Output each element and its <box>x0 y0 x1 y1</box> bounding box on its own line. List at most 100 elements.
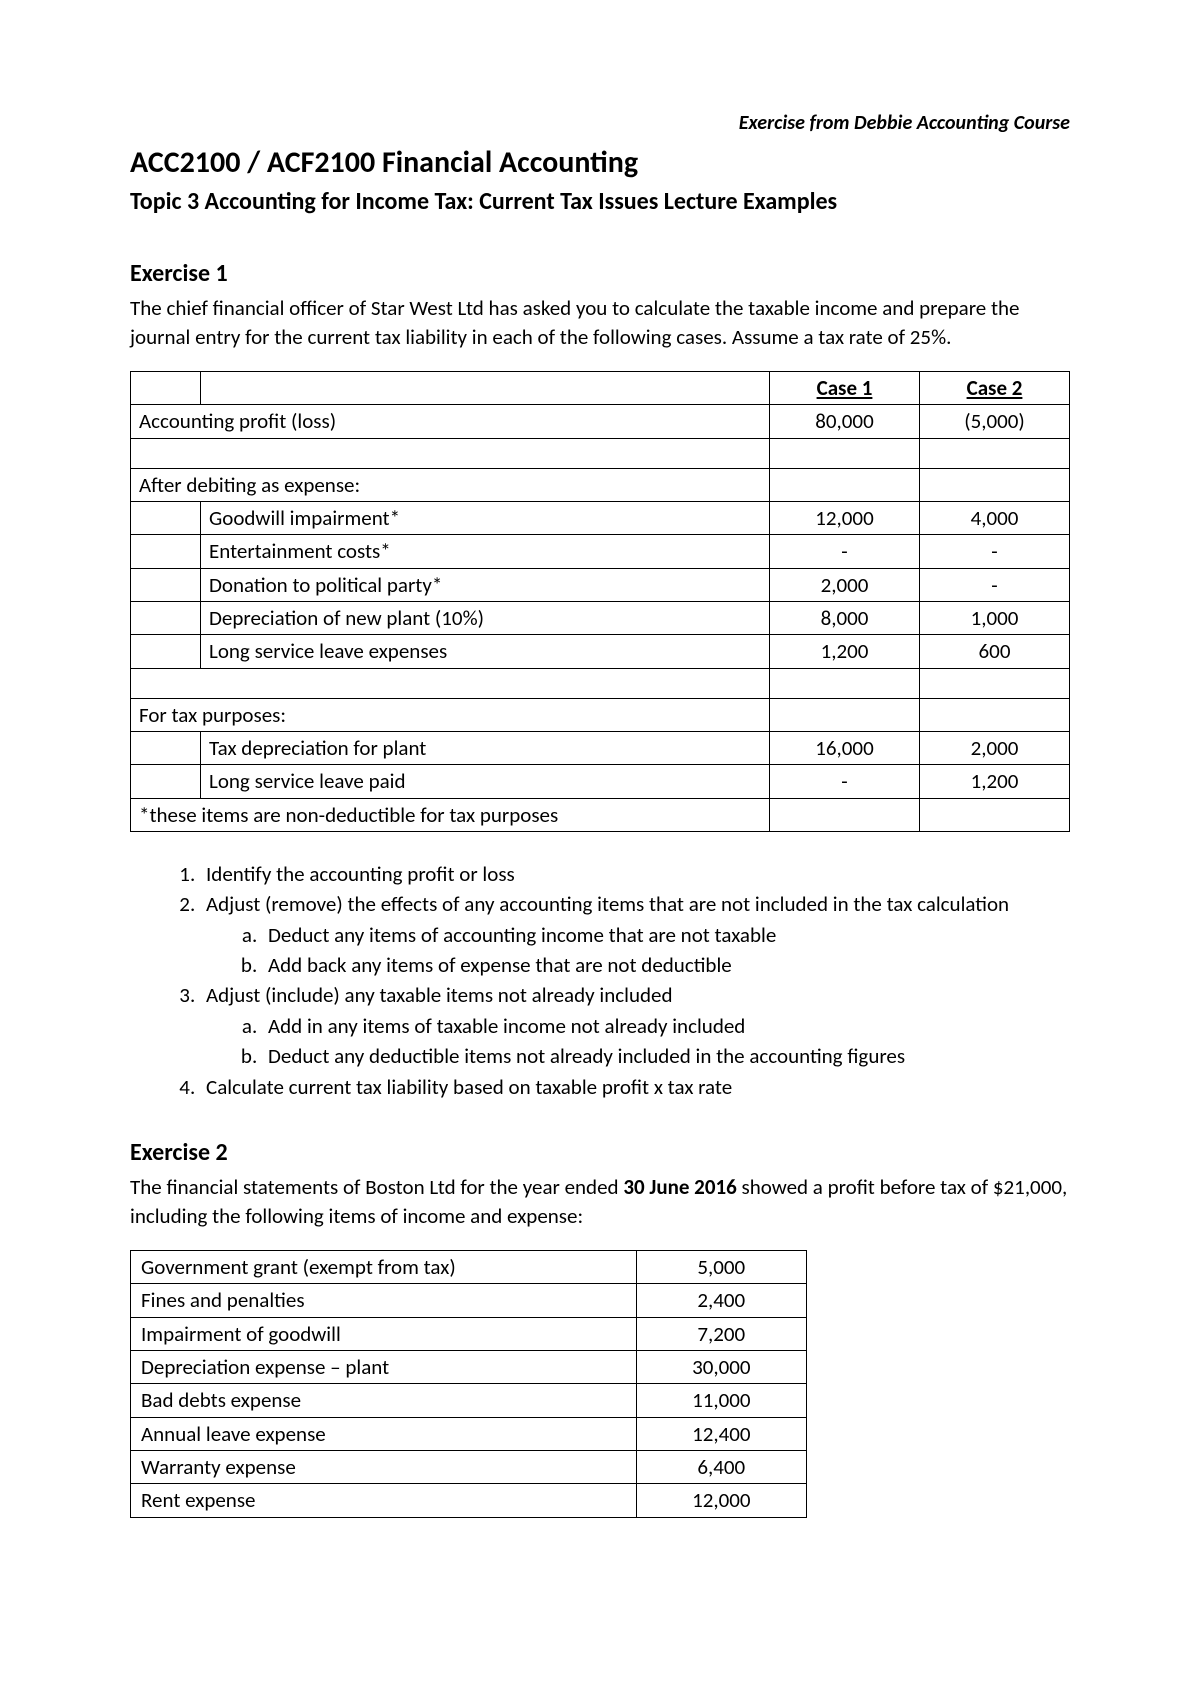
table-row: Accounting profit (loss)80,000(5,000) <box>131 405 1070 438</box>
table-row: Depreciation of new plant (10%)8,0001,00… <box>131 602 1070 635</box>
row-label: Annual leave expense <box>131 1417 637 1450</box>
row-case2 <box>920 798 1070 831</box>
row-case2: 4,000 <box>920 502 1070 535</box>
step-item: Identify the accounting profit or loss <box>200 860 1070 888</box>
row-label: Bad debts expense <box>131 1384 637 1417</box>
table-row: Annual leave expense12,400 <box>131 1417 807 1450</box>
row-label: *these items are non-deductible for tax … <box>131 798 770 831</box>
row-case1: 16,000 <box>770 732 920 765</box>
row-case2: - <box>920 568 1070 601</box>
row-case2 <box>920 698 1070 731</box>
row-value: 6,400 <box>636 1450 806 1483</box>
row-label: After debiting as expense: <box>131 468 770 501</box>
intro-text: The financial statements of Boston Ltd f… <box>130 1174 623 1200</box>
row-label: Impairment of goodwill <box>131 1317 637 1350</box>
row-label: Fines and penalties <box>131 1284 637 1317</box>
row-case2: 600 <box>920 635 1070 668</box>
row-case1 <box>770 668 920 698</box>
row-label: Accounting profit (loss) <box>131 405 770 438</box>
table-row: Bad debts expense11,000 <box>131 1384 807 1417</box>
page-subtitle: Topic 3 Accounting for Income Tax: Curre… <box>130 186 1070 218</box>
row-value: 30,000 <box>636 1350 806 1383</box>
row-label: Government grant (exempt from tax) <box>131 1250 637 1283</box>
intro-date: 30 June 2016 <box>623 1174 736 1200</box>
row-label: For tax purposes: <box>131 698 770 731</box>
row-value: 12,000 <box>636 1484 806 1517</box>
row-value: 5,000 <box>636 1250 806 1283</box>
row-case2 <box>920 668 1070 698</box>
substep-item: Deduct any items of accounting income th… <box>262 921 1070 949</box>
table-row: Goodwill impairment*12,0004,000 <box>131 502 1070 535</box>
case-2-header: Case 2 <box>920 371 1070 404</box>
row-label <box>131 438 770 468</box>
row-value: 2,400 <box>636 1284 806 1317</box>
row-value: 11,000 <box>636 1384 806 1417</box>
table-row: *these items are non-deductible for tax … <box>131 798 1070 831</box>
row-case2: - <box>920 535 1070 568</box>
table-row: For tax purposes: <box>131 698 1070 731</box>
row-label: Tax depreciation for plant <box>201 732 770 765</box>
row-label <box>131 668 770 698</box>
step-item: Calculate current tax liability based on… <box>200 1073 1070 1101</box>
row-case1 <box>770 698 920 731</box>
row-value: 7,200 <box>636 1317 806 1350</box>
substep-item: Add back any items of expense that are n… <box>262 951 1070 979</box>
table-row: Long service leave paid-1,200 <box>131 765 1070 798</box>
row-label: Rent expense <box>131 1484 637 1517</box>
row-case1: 2,000 <box>770 568 920 601</box>
case-1-header: Case 1 <box>770 371 920 404</box>
table-row: Government grant (exempt from tax)5,000 <box>131 1250 807 1283</box>
row-case2 <box>920 438 1070 468</box>
table-row <box>131 438 1070 468</box>
table-row: Impairment of goodwill7,200 <box>131 1317 807 1350</box>
row-label: Long service leave paid <box>201 765 770 798</box>
exercise-2-table: Government grant (exempt from tax)5,000F… <box>130 1250 807 1518</box>
step-text: Adjust (include) any taxable items not a… <box>206 982 673 1008</box>
row-case1 <box>770 438 920 468</box>
page-title: ACC2100 / ACF2100 Financial Accounting <box>130 143 1070 184</box>
exercise-1-table: Case 1Case 2Accounting profit (loss)80,0… <box>130 371 1070 832</box>
course-note: Exercise from Debbie Accounting Course <box>130 110 1070 137</box>
row-label: Goodwill impairment* <box>201 502 770 535</box>
table-row: Warranty expense6,400 <box>131 1450 807 1483</box>
exercise-2-intro: The financial statements of Boston Ltd f… <box>130 1173 1070 1230</box>
exercise-1-steps: Identify the accounting profit or loss A… <box>130 860 1070 1101</box>
table-row: Donation to political party*2,000- <box>131 568 1070 601</box>
row-case2: 1,200 <box>920 765 1070 798</box>
step-item: Adjust (include) any taxable items not a… <box>200 981 1070 1070</box>
row-case2: 1,000 <box>920 602 1070 635</box>
table-row: Long service leave expenses1,200600 <box>131 635 1070 668</box>
exercise-2-heading: Exercise 2 <box>130 1137 1070 1169</box>
row-case1 <box>770 468 920 501</box>
row-case1: 12,000 <box>770 502 920 535</box>
row-case2: 2,000 <box>920 732 1070 765</box>
table-row: Tax depreciation for plant16,0002,000 <box>131 732 1070 765</box>
row-case1: - <box>770 535 920 568</box>
row-case1: 8,000 <box>770 602 920 635</box>
table-row <box>131 668 1070 698</box>
exercise-1-intro: The chief financial officer of Star West… <box>130 294 1070 351</box>
row-label: Entertainment costs* <box>201 535 770 568</box>
step-item: Adjust (remove) the effects of any accou… <box>200 890 1070 979</box>
row-case1: 1,200 <box>770 635 920 668</box>
table-row: After debiting as expense: <box>131 468 1070 501</box>
row-label: Long service leave expenses <box>201 635 770 668</box>
row-value: 12,400 <box>636 1417 806 1450</box>
row-case1 <box>770 798 920 831</box>
row-case1: 80,000 <box>770 405 920 438</box>
row-case2: (5,000) <box>920 405 1070 438</box>
row-label: Depreciation of new plant (10%) <box>201 602 770 635</box>
table-row: Entertainment costs*-- <box>131 535 1070 568</box>
table-row: Depreciation expense – plant30,000 <box>131 1350 807 1383</box>
row-label: Depreciation expense – plant <box>131 1350 637 1383</box>
exercise-1-heading: Exercise 1 <box>130 258 1070 290</box>
row-label: Warranty expense <box>131 1450 637 1483</box>
row-case1: - <box>770 765 920 798</box>
step-text: Adjust (remove) the effects of any accou… <box>206 891 1009 917</box>
row-case2 <box>920 468 1070 501</box>
table-row: Rent expense12,000 <box>131 1484 807 1517</box>
substep-item: Add in any items of taxable income not a… <box>262 1012 1070 1040</box>
table-row: Fines and penalties2,400 <box>131 1284 807 1317</box>
row-label: Donation to political party* <box>201 568 770 601</box>
substep-item: Deduct any deductible items not already … <box>262 1042 1070 1070</box>
